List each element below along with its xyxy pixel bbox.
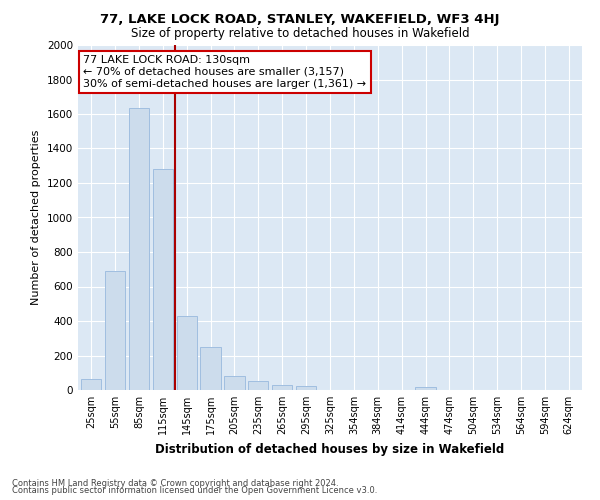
Bar: [248, 382, 268, 390]
Bar: [200, 347, 221, 390]
Bar: [224, 376, 245, 390]
Bar: [81, 379, 101, 390]
Text: Size of property relative to detached houses in Wakefield: Size of property relative to detached ho…: [131, 28, 469, 40]
X-axis label: Distribution of detached houses by size in Wakefield: Distribution of detached houses by size …: [155, 442, 505, 456]
Bar: [176, 316, 197, 390]
Bar: [105, 271, 125, 390]
Bar: [152, 169, 173, 390]
Bar: [415, 388, 436, 390]
Bar: [296, 386, 316, 390]
Text: 77, LAKE LOCK ROAD, STANLEY, WAKEFIELD, WF3 4HJ: 77, LAKE LOCK ROAD, STANLEY, WAKEFIELD, …: [100, 12, 500, 26]
Y-axis label: Number of detached properties: Number of detached properties: [31, 130, 41, 305]
Text: Contains public sector information licensed under the Open Government Licence v3: Contains public sector information licen…: [12, 486, 377, 495]
Text: 77 LAKE LOCK ROAD: 130sqm
← 70% of detached houses are smaller (3,157)
30% of se: 77 LAKE LOCK ROAD: 130sqm ← 70% of detac…: [83, 56, 366, 88]
Bar: [129, 108, 149, 390]
Text: Contains HM Land Registry data © Crown copyright and database right 2024.: Contains HM Land Registry data © Crown c…: [12, 478, 338, 488]
Bar: [272, 385, 292, 390]
